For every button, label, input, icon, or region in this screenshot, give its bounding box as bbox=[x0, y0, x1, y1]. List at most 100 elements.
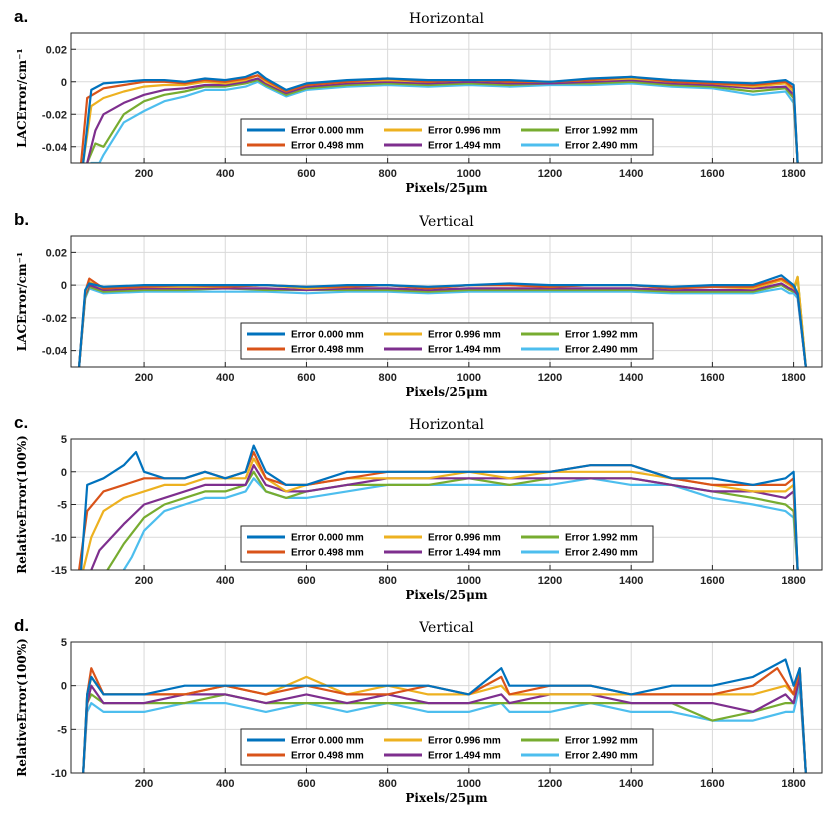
x-tick-label: 1200 bbox=[538, 372, 562, 384]
panel-letter: d. bbox=[14, 616, 29, 635]
x-tick-label: 800 bbox=[378, 575, 396, 587]
legend: Error 0.000 mm Error 0.498 mm Error 0.996 … bbox=[240, 118, 654, 156]
y-tick-label: 0 bbox=[61, 467, 67, 479]
legend-entry: Error 1.992 mm bbox=[565, 736, 638, 747]
y-tick-label: 0.02 bbox=[46, 44, 67, 56]
x-tick-label: 800 bbox=[378, 168, 396, 180]
series-line bbox=[78, 274, 807, 367]
axes-frame bbox=[70, 235, 823, 368]
legend-entry: Error 0.498 mm bbox=[291, 751, 364, 762]
x-tick-label: 600 bbox=[297, 168, 315, 180]
legend-box bbox=[240, 728, 654, 766]
x-axis-label: Pixels/25μm bbox=[405, 385, 488, 399]
panel-title: Horizontal bbox=[409, 417, 485, 433]
series-line bbox=[82, 658, 807, 773]
y-tick-label: -10 bbox=[51, 768, 67, 780]
legend-entry: Error 1.992 mm bbox=[565, 330, 638, 341]
x-tick-label: 1400 bbox=[619, 778, 643, 790]
y-tick-label: -5 bbox=[57, 724, 67, 736]
y-tick-label: 5 bbox=[61, 434, 67, 446]
panel-letter: c. bbox=[14, 413, 28, 432]
legend-entry: Error 0.996 mm bbox=[428, 533, 501, 544]
legend-entry: Error 2.490 mm bbox=[565, 751, 638, 762]
x-tick-label: 400 bbox=[216, 778, 234, 790]
series-group bbox=[78, 274, 807, 367]
y-tick-label: -0.02 bbox=[42, 109, 67, 121]
x-tick-label: 1000 bbox=[457, 372, 481, 384]
series-line bbox=[78, 451, 799, 570]
x-tick-label: 1400 bbox=[619, 575, 643, 587]
series-line bbox=[86, 79, 799, 163]
x-axis-label: Pixels/25μm bbox=[405, 181, 488, 195]
x-tick-label: 600 bbox=[297, 372, 315, 384]
legend-box bbox=[240, 525, 654, 563]
x-tick-label: 1600 bbox=[700, 372, 724, 384]
y-tick-label: 0 bbox=[61, 77, 67, 89]
legend-entry: Error 1.992 mm bbox=[565, 533, 638, 544]
legend-entry: Error 1.494 mm bbox=[428, 345, 501, 356]
x-tick-label: 1400 bbox=[619, 372, 643, 384]
y-tick-label: -0.02 bbox=[42, 313, 67, 325]
x-tick-label: 1000 bbox=[457, 575, 481, 587]
legend-entry: Error 2.490 mm bbox=[565, 141, 638, 152]
x-tick-label: 200 bbox=[135, 778, 153, 790]
chart-panel-2: b. Vertical 200 400 600 800 1000 1200 1400 1600 18… bbox=[14, 210, 823, 399]
legend-entry: Error 0.000 mm bbox=[291, 330, 364, 341]
series-line bbox=[86, 77, 799, 163]
series-line bbox=[82, 70, 799, 163]
legend: Error 0.000 mm Error 0.498 mm Error 0.996 … bbox=[240, 728, 654, 766]
legend-entry: Error 2.490 mm bbox=[565, 548, 638, 559]
axes-frame bbox=[70, 641, 823, 774]
series-line bbox=[80, 444, 799, 570]
series-line bbox=[90, 464, 799, 570]
panel-letter: b. bbox=[14, 210, 29, 229]
x-tick-label: 1400 bbox=[619, 168, 643, 180]
x-tick-label: 200 bbox=[135, 372, 153, 384]
panel-title: Vertical bbox=[418, 214, 474, 230]
series-line bbox=[82, 684, 807, 773]
x-tick-label: 1600 bbox=[700, 168, 724, 180]
chart-panel-3: c. Horizontal 200 400 600 800 1000 1200 1400 1600… bbox=[14, 413, 823, 602]
x-axis-label: Pixels/25μm bbox=[405, 588, 488, 602]
y-tick-label: -5 bbox=[57, 500, 67, 512]
x-tick-label: 400 bbox=[216, 168, 234, 180]
legend-entry: Error 0.498 mm bbox=[291, 548, 364, 559]
y-tick-label: 0.02 bbox=[46, 247, 67, 259]
series-line bbox=[90, 80, 799, 163]
x-tick-label: 600 bbox=[297, 575, 315, 587]
legend-entry: Error 2.490 mm bbox=[565, 345, 638, 356]
series-line bbox=[78, 282, 807, 367]
x-tick-label: 400 bbox=[216, 575, 234, 587]
x-tick-label: 800 bbox=[378, 778, 396, 790]
x-tick-label: 1800 bbox=[781, 778, 805, 790]
y-tick-label: 0 bbox=[61, 280, 67, 292]
x-tick-label: 1600 bbox=[700, 778, 724, 790]
series-group bbox=[80, 70, 799, 163]
x-axis-label: Pixels/25μm bbox=[405, 791, 488, 805]
legend-entry: Error 0.000 mm bbox=[291, 533, 364, 544]
series-line bbox=[82, 675, 807, 773]
legend: Error 0.000 mm Error 0.498 mm Error 0.996 … bbox=[240, 322, 654, 360]
legend-entry: Error 0.996 mm bbox=[428, 736, 501, 747]
x-tick-label: 200 bbox=[135, 168, 153, 180]
x-tick-label: 800 bbox=[378, 372, 396, 384]
x-tick-label: 1000 bbox=[457, 778, 481, 790]
series-line bbox=[80, 74, 799, 163]
legend-entry: Error 0.000 mm bbox=[291, 736, 364, 747]
y-axis-label: LACError/cm⁻¹ bbox=[15, 48, 29, 147]
panel-letter: a. bbox=[14, 7, 28, 26]
y-axis-label: RelativeError(100%) bbox=[15, 435, 29, 574]
x-tick-label: 1800 bbox=[781, 372, 805, 384]
y-tick-label: -0.04 bbox=[42, 346, 68, 358]
y-tick-label: 5 bbox=[61, 637, 67, 649]
x-tick-label: 1000 bbox=[457, 168, 481, 180]
legend-entry: Error 1.494 mm bbox=[428, 141, 501, 152]
chart-panel-4: d. Vertical 200 400 600 800 1000 1200 1400 1600 18… bbox=[14, 616, 823, 805]
x-tick-label: 1800 bbox=[781, 168, 805, 180]
x-tick-label: 1200 bbox=[538, 168, 562, 180]
x-tick-label: 1600 bbox=[700, 575, 724, 587]
series-line bbox=[78, 275, 807, 367]
y-tick-label: 0 bbox=[61, 681, 67, 693]
legend-entry: Error 1.494 mm bbox=[428, 751, 501, 762]
